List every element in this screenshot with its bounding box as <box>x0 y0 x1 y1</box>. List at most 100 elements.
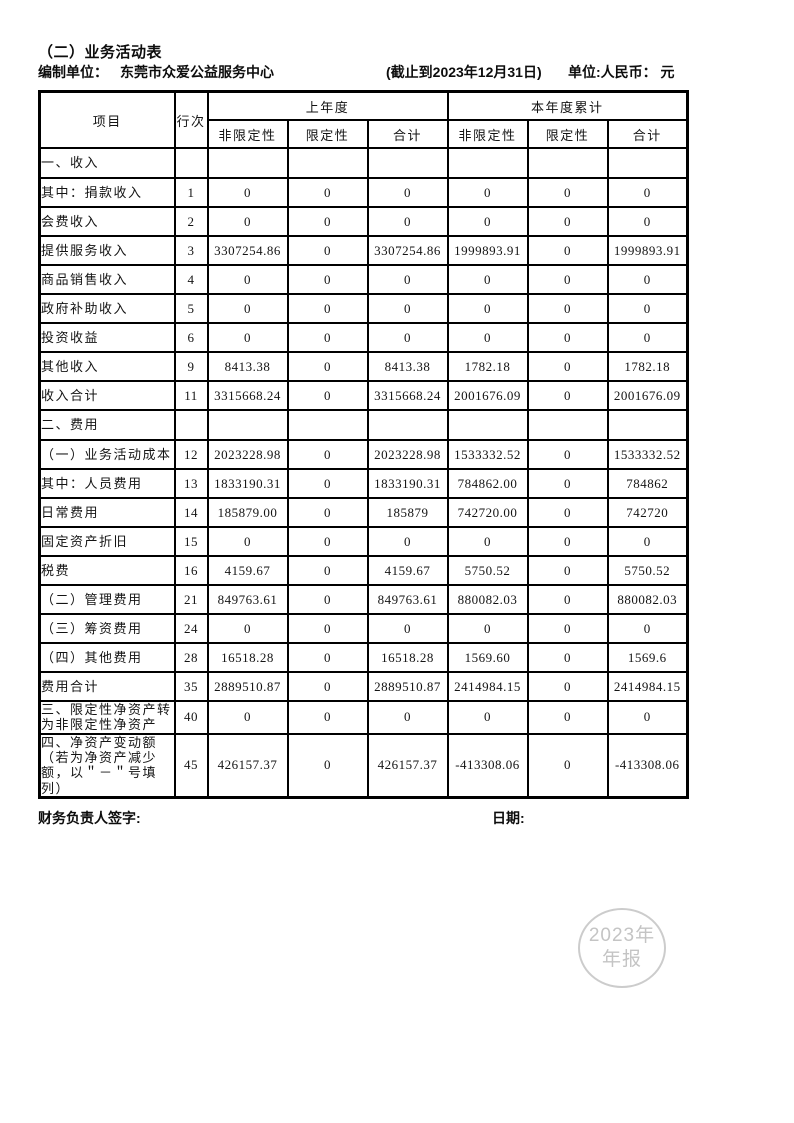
row-line-number: 21 <box>173 584 209 615</box>
cell-cur-total: 2001676.09 <box>606 380 689 411</box>
cell-cur-restricted: 0 <box>526 642 609 673</box>
row-label: （一）业务活动成本 <box>38 439 176 470</box>
prepared-by-label: 编制单位： <box>38 64 108 80</box>
table-row: （二）管理费用 21 849763.61 0 849763.61 880082.… <box>38 584 689 615</box>
row-label: 固定资产折旧 <box>38 526 176 557</box>
row-label: 税费 <box>38 555 176 586</box>
row-label: 投资收益 <box>38 322 176 353</box>
cell-cur-restricted: 0 <box>526 439 609 470</box>
cell-cur-total: 1782.18 <box>606 351 689 382</box>
row-line-number: 28 <box>173 642 209 673</box>
row-line-number: 12 <box>173 439 209 470</box>
cell-cur-restricted: 0 <box>526 497 609 528</box>
cell-cur-unrestricted: 1569.60 <box>446 642 529 673</box>
cell-prev-unrestricted: 0 <box>206 613 289 644</box>
row-line-number <box>173 409 209 441</box>
row-line-number: 4 <box>173 264 209 295</box>
cell-cur-unrestricted: 880082.03 <box>446 584 529 615</box>
cell-cur-restricted: 0 <box>526 468 609 499</box>
row-label: 其中：捐款收入 <box>38 177 176 208</box>
cell-cur-restricted: 0 <box>526 235 609 266</box>
cell-cur-unrestricted: 0 <box>446 177 529 208</box>
cell-prev-total: 0 <box>366 322 449 353</box>
row-label: 会费收入 <box>38 206 176 237</box>
cell-cur-total: 784862 <box>606 468 689 499</box>
table-row: 费用合计 35 2889510.87 0 2889510.87 2414984.… <box>38 671 689 702</box>
cell-cur-restricted: 0 <box>526 264 609 295</box>
cell-cur-total: 1999893.91 <box>606 235 689 266</box>
col-header-cur-unrestricted: 非限定性 <box>446 119 529 149</box>
row-line-number: 35 <box>173 671 209 702</box>
cell-cur-total <box>606 409 689 441</box>
table-row: 其中：捐款收入 1 0 0 0 0 0 0 <box>38 177 689 208</box>
cell-cur-unrestricted: 0 <box>446 293 529 324</box>
col-header-current-year: 本年度累计 <box>446 90 689 121</box>
cell-cur-unrestricted <box>446 409 529 441</box>
col-header-prev-year: 上年度 <box>206 90 449 121</box>
row-line-number <box>173 147 209 179</box>
cell-cur-unrestricted: 0 <box>446 206 529 237</box>
row-label: 费用合计 <box>38 671 176 702</box>
cell-prev-unrestricted: 16518.28 <box>206 642 289 673</box>
cell-prev-unrestricted: 0 <box>206 293 289 324</box>
cell-cur-total: 0 <box>606 293 689 324</box>
table-row: 三、限定性净资产转为非限定性净资产 40 0 0 0 0 0 0 <box>38 700 689 735</box>
currency-unit: 单位:人民币： 元 <box>568 64 675 80</box>
cell-prev-total: 0 <box>366 177 449 208</box>
row-label: （二）管理费用 <box>38 584 176 615</box>
cell-prev-restricted: 0 <box>286 555 369 586</box>
cell-prev-restricted: 0 <box>286 380 369 411</box>
cell-prev-unrestricted: 2889510.87 <box>206 671 289 702</box>
cell-prev-unrestricted <box>206 147 289 179</box>
cell-cur-restricted: 0 <box>526 671 609 702</box>
row-label: 其中：人员费用 <box>38 468 176 499</box>
finance-signer-label: 财务负责人签字: <box>38 810 141 826</box>
cell-cur-unrestricted: 784862.00 <box>446 468 529 499</box>
cell-cur-total: 0 <box>606 526 689 557</box>
row-line-number: 40 <box>173 700 209 735</box>
cell-cur-total: 0 <box>606 322 689 353</box>
row-line-number: 5 <box>173 293 209 324</box>
cell-prev-restricted: 0 <box>286 468 369 499</box>
cell-prev-total: 2889510.87 <box>366 671 449 702</box>
cell-prev-unrestricted: 0 <box>206 322 289 353</box>
cell-prev-unrestricted <box>206 409 289 441</box>
cell-cur-restricted: 0 <box>526 322 609 353</box>
cell-cur-restricted: 0 <box>526 380 609 411</box>
cell-cur-total: 0 <box>606 700 689 735</box>
cell-prev-total: 0 <box>366 264 449 295</box>
table-row: 一、收入 <box>38 147 689 179</box>
cell-prev-total: 849763.61 <box>366 584 449 615</box>
cell-cur-restricted: 0 <box>526 177 609 208</box>
cell-cur-total: 0 <box>606 264 689 295</box>
cell-prev-unrestricted: 0 <box>206 206 289 237</box>
table-row: 其中：人员费用 13 1833190.31 0 1833190.31 78486… <box>38 468 689 499</box>
cell-cur-unrestricted: 1782.18 <box>446 351 529 382</box>
table-row: 其他收入 9 8413.38 0 8413.38 1782.18 0 1782.… <box>38 351 689 382</box>
row-line-number: 15 <box>173 526 209 557</box>
cell-prev-restricted: 0 <box>286 700 369 735</box>
row-line-number: 1 <box>173 177 209 208</box>
annual-report-watermark-stamp: 2023年 年报 <box>578 908 666 988</box>
cell-cur-restricted: 0 <box>526 613 609 644</box>
cell-prev-unrestricted: 8413.38 <box>206 351 289 382</box>
cell-prev-restricted: 0 <box>286 439 369 470</box>
cell-prev-total: 0 <box>366 700 449 735</box>
cell-prev-total: 16518.28 <box>366 642 449 673</box>
prepared-by-value: 东莞市众爱公益服务中心 <box>120 64 274 80</box>
cell-cur-total: 742720 <box>606 497 689 528</box>
cell-prev-restricted: 0 <box>286 584 369 615</box>
cell-prev-total: 185879 <box>366 497 449 528</box>
cell-cur-restricted: 0 <box>526 293 609 324</box>
table-row: 提供服务收入 3 3307254.86 0 3307254.86 1999893… <box>38 235 689 266</box>
cell-cur-total: 5750.52 <box>606 555 689 586</box>
row-line-number: 9 <box>173 351 209 382</box>
row-label: 三、限定性净资产转为非限定性净资产 <box>38 700 176 735</box>
cell-cur-total: 1569.6 <box>606 642 689 673</box>
cell-cur-restricted: 0 <box>526 732 609 799</box>
cell-cur-unrestricted: 742720.00 <box>446 497 529 528</box>
table-row: 会费收入 2 0 0 0 0 0 0 <box>38 206 689 237</box>
table-row: 固定资产折旧 15 0 0 0 0 0 0 <box>38 526 689 557</box>
cell-prev-unrestricted: 185879.00 <box>206 497 289 528</box>
